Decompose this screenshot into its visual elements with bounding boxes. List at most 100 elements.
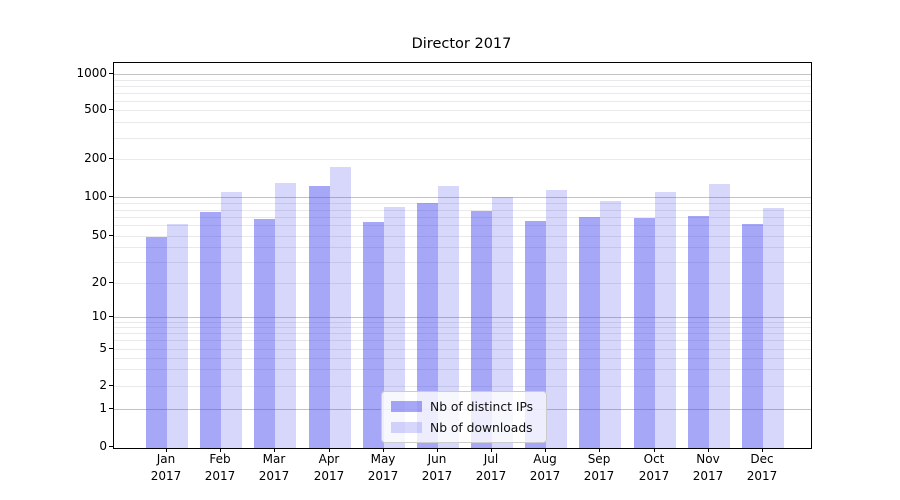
bar-nb-of-distinct-ips-mar-2017 (254, 218, 276, 448)
bar-nb-of-distinct-ips-oct-2017 (633, 217, 655, 448)
minor-gridline (114, 369, 811, 370)
x-tick-month: May (370, 452, 396, 466)
legend-entry: Nb of distinct IPs (391, 398, 537, 415)
minor-gridline (114, 358, 811, 359)
minor-gridline (114, 203, 811, 204)
x-tick-mark (274, 448, 275, 452)
minor-gridline (114, 93, 811, 94)
x-tick-mark (599, 448, 600, 452)
x-tick-year: 2017 (583, 469, 615, 483)
bar-nb-of-distinct-ips-jun-2017 (416, 202, 438, 448)
x-tick-year: 2017 (746, 469, 778, 483)
y-tick-mark (109, 408, 113, 409)
minor-gridline (114, 225, 811, 226)
x-tick-mark (166, 448, 167, 452)
x-tick-label: Jul 2017 (461, 451, 521, 485)
x-tick-month: Jan (156, 452, 176, 466)
x-tick-label: Nov 2017 (678, 451, 738, 485)
bar-nb-of-distinct-ips-sep-2017 (579, 217, 601, 448)
minor-gridline (114, 349, 811, 350)
x-tick-mark (762, 448, 763, 452)
x-tick-year: 2017 (150, 469, 182, 483)
bar-nb-of-downloads-feb-2017 (221, 192, 243, 448)
major-gridline (114, 197, 811, 198)
bar-nb-of-distinct-ips-apr-2017 (308, 185, 330, 448)
bar-nb-of-downloads-aug-2017 (546, 190, 568, 448)
minor-gridline (114, 86, 811, 87)
minor-gridline (114, 122, 811, 123)
y-tick-mark (109, 158, 113, 159)
y-tick-mark (109, 282, 113, 283)
x-tick-month: Oct (643, 452, 665, 466)
x-tick-year: 2017 (367, 469, 399, 483)
y-tick-label: 2 (99, 378, 107, 392)
bar-nb-of-distinct-ips-dec-2017 (741, 223, 763, 448)
legend-entry: Nb of downloads (391, 419, 537, 436)
bar-nb-of-downloads-jun-2017 (437, 185, 459, 448)
bar-nb-of-downloads-nov-2017 (708, 184, 730, 448)
bar-nb-of-distinct-ips-nov-2017 (687, 216, 709, 448)
x-tick-label: Dec 2017 (732, 451, 792, 485)
legend-label: Nb of distinct IPs (430, 399, 534, 414)
y-tick-mark (109, 316, 113, 317)
minor-gridline (114, 217, 811, 218)
x-tick-mark (437, 448, 438, 452)
y-tick-mark (109, 385, 113, 386)
bar-nb-of-distinct-ips-jul-2017 (471, 211, 492, 448)
bar-nb-of-downloads-oct-2017 (654, 191, 676, 448)
minor-gridline (114, 101, 811, 102)
y-tick-mark (109, 73, 113, 74)
x-tick-year: 2017 (313, 469, 345, 483)
x-tick-mark (329, 448, 330, 452)
minor-gridline (114, 340, 811, 341)
y-tick-label: 5 (99, 341, 107, 355)
bar-nb-of-downloads-dec-2017 (762, 207, 784, 448)
y-tick-mark (109, 348, 113, 349)
x-tick-year: 2017 (638, 469, 670, 483)
plot-area: Nb of distinct IPs Nb of downloads (113, 62, 812, 449)
y-tick-label: 10 (91, 309, 107, 323)
minor-gridline (114, 138, 811, 139)
bar-nb-of-distinct-ips-feb-2017 (200, 212, 222, 448)
x-tick-year: 2017 (692, 469, 724, 483)
x-tick-month: Jun (427, 452, 447, 466)
y-tick-mark (109, 235, 113, 236)
y-tick-label: 0 (99, 439, 107, 453)
x-tick-label: Jan 2017 (136, 451, 196, 485)
minor-gridline (114, 283, 811, 284)
x-tick-year: 2017 (258, 469, 290, 483)
bar-nb-of-downloads-jul-2017 (492, 197, 513, 448)
x-tick-year: 2017 (475, 469, 507, 483)
x-tick-year: 2017 (204, 469, 236, 483)
minor-gridline (114, 236, 811, 237)
x-tick-label: Feb 2017 (190, 451, 250, 485)
y-tick-label: 50 (91, 228, 107, 242)
bar-nb-of-downloads-mar-2017 (275, 182, 297, 448)
chart-title: Director 2017 (411, 36, 512, 52)
x-tick-mark (545, 448, 546, 452)
x-tick-label: Apr 2017 (299, 451, 359, 485)
y-tick-label: 100 (84, 189, 107, 203)
bar-nb-of-downloads-may-2017 (383, 206, 405, 448)
y-tick-label: 200 (84, 151, 107, 165)
legend-swatch (391, 401, 422, 412)
x-tick-label: Sep 2017 (569, 451, 629, 485)
minor-gridline (114, 110, 811, 111)
y-tick-label: 20 (91, 275, 107, 289)
legend-swatch (391, 422, 422, 433)
x-tick-mark (383, 448, 384, 452)
x-tick-mark (491, 448, 492, 452)
minor-gridline (114, 322, 811, 323)
x-tick-year: 2017 (529, 469, 561, 483)
minor-gridline (114, 80, 811, 81)
minor-gridline (114, 159, 811, 160)
bar-nb-of-downloads-sep-2017 (600, 200, 622, 448)
x-tick-label: May 2017 (353, 451, 413, 485)
x-tick-label: Aug 2017 (515, 451, 575, 485)
x-tick-month: Feb (209, 452, 231, 466)
bar-nb-of-distinct-ips-may-2017 (362, 221, 384, 448)
minor-gridline (114, 210, 811, 211)
x-tick-month: Jul (483, 452, 499, 466)
bar-nb-of-downloads-jan-2017 (167, 223, 188, 448)
